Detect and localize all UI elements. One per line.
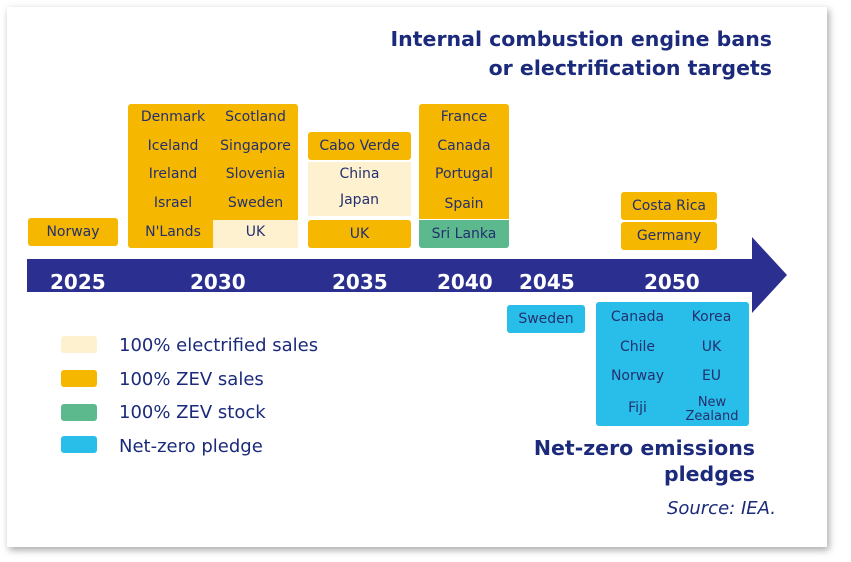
timeline-arrow-shape xyxy=(27,237,787,313)
source-note: Source: IEA. xyxy=(666,498,776,519)
title-line-1: Internal combustion engine bans xyxy=(390,27,772,51)
target-2030-singapore: Singapore xyxy=(220,138,291,154)
legend-label-zev-stock: 100% ZEV stock xyxy=(119,402,266,423)
pledge-2050-eu: EU xyxy=(701,368,722,384)
title-line-2: or electrification targets xyxy=(488,56,772,80)
target-2030-uk: UK xyxy=(245,224,266,240)
pledge-2045-sweden: Sweden xyxy=(507,305,585,333)
timeline-arrow xyxy=(27,237,787,313)
target-2030-israel: Israel xyxy=(153,195,193,211)
pledge-2050-uk: UK xyxy=(701,339,722,355)
subtitle-net-zero: Net-zero emissions pledges xyxy=(533,436,755,486)
legend-swatch-zev-sales xyxy=(61,370,97,387)
pledge-2050-new-zealand: New Zealand xyxy=(685,395,739,424)
pledge-2050-chile: Chile xyxy=(619,339,656,355)
year-2025: 2025 xyxy=(50,270,106,294)
target-2040-group xyxy=(419,104,509,219)
target-2030-sweden: Sweden xyxy=(227,195,284,211)
target-2030-scotland: Scotland xyxy=(225,109,286,125)
target-2030-uk-bg xyxy=(213,220,298,248)
diagram-card: Internal combustion engine bans or elect… xyxy=(7,7,827,547)
legend-swatch-zev-stock xyxy=(61,404,97,421)
target-2035-uk: UK xyxy=(308,220,411,248)
target-2040-canada: Canada xyxy=(437,138,491,154)
legend-label-electrified: 100% electrified sales xyxy=(119,335,319,356)
target-2050-germany: Germany xyxy=(621,222,717,250)
target-2035-japan: Japan xyxy=(339,192,380,208)
year-2030: 2030 xyxy=(190,270,246,294)
target-2035-electrified-group xyxy=(308,162,411,216)
pledge-2050-group xyxy=(596,302,749,426)
legend-swatch-electrified xyxy=(61,336,97,353)
target-2030-denmark: Denmark xyxy=(140,109,206,125)
target-2040-france: France xyxy=(440,109,488,125)
pledge-2050-canada: Canada xyxy=(610,309,665,325)
pledge-2050-fiji: Fiji xyxy=(628,400,647,416)
target-2030-slovenia: Slovenia xyxy=(225,166,286,182)
year-2035: 2035 xyxy=(332,270,388,294)
target-2030-nlands: N'Lands xyxy=(145,224,201,240)
legend-label-zev-sales: 100% ZEV sales xyxy=(119,369,264,390)
year-2050: 2050 xyxy=(644,270,700,294)
year-2045: 2045 xyxy=(519,270,575,294)
target-2030-ireland: Ireland xyxy=(148,166,198,182)
target-2040-sri-lanka: Sri Lanka xyxy=(419,220,509,248)
pledge-2050-norway: Norway xyxy=(610,368,665,384)
legend-label-net-zero: Net-zero pledge xyxy=(119,436,263,457)
legend-swatch-net-zero xyxy=(61,436,97,453)
year-2040: 2040 xyxy=(437,270,493,294)
target-2040-spain: Spain xyxy=(444,196,484,212)
pledge-2050-korea: Korea xyxy=(691,309,732,325)
target-2040-portugal: Portugal xyxy=(435,166,493,182)
target-2035-china: China xyxy=(339,166,380,182)
target-2050-costa-rica: Costa Rica xyxy=(621,192,717,220)
target-2025-norway: Norway xyxy=(28,218,118,246)
target-2035-cabo-verde: Cabo Verde xyxy=(308,132,411,160)
target-2030-iceland: Iceland xyxy=(147,138,199,154)
